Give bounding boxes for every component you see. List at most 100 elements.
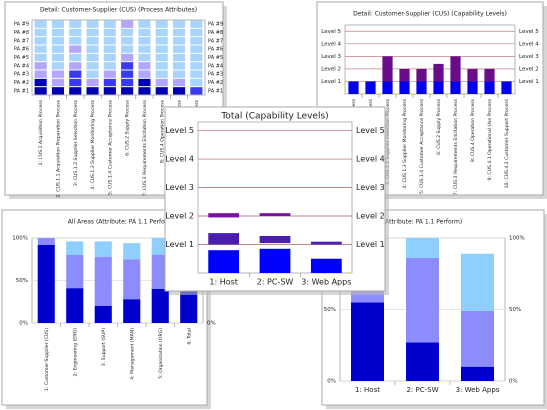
row-label: PA #9 [208, 22, 223, 28]
y-tick-label: Level 5 [519, 29, 539, 35]
chart-title: Total (Capability Levels) [220, 112, 328, 122]
cell [138, 70, 151, 78]
cell [155, 70, 168, 78]
row-label: PA #8 [14, 30, 29, 36]
cell [155, 20, 168, 28]
bar-segment [208, 233, 240, 245]
bar-segment [123, 299, 141, 323]
x-tick-label: 8: CUS.4 Operation Process [159, 99, 165, 163]
y-tick-label: 50% [16, 278, 28, 284]
bar-segment [406, 238, 439, 259]
cell [172, 37, 186, 45]
x-tick-label: 5: Organization (ORG) [158, 328, 164, 379]
bar-segment [123, 259, 141, 300]
bar-segment [310, 241, 342, 245]
cell [190, 37, 203, 45]
x-tick-label: 6: CUS.2 Supply Process [436, 98, 442, 154]
bar-segment [66, 255, 84, 289]
y-tick-label: Level 5 [165, 126, 194, 135]
cell [69, 78, 82, 87]
cell [69, 45, 82, 53]
x-tick-label: 1: CUS.1 Acquisition Process [38, 99, 44, 165]
cell [69, 53, 82, 62]
cell [86, 53, 99, 62]
x-tick-label: 3: Web Apps [301, 278, 351, 287]
cell [34, 37, 47, 45]
cell [172, 53, 186, 62]
bar-segment [416, 68, 427, 82]
bar-segment [406, 342, 439, 381]
bar-segment [433, 63, 444, 82]
cell [51, 78, 65, 87]
cell [121, 28, 134, 37]
bar-segment [180, 289, 198, 323]
cell [51, 28, 65, 37]
x-tick-label: 4: CUS.1.3 Supplier Monitoring Process [90, 99, 96, 189]
cell [69, 87, 82, 95]
y-tick-label: Level 3 [165, 183, 194, 192]
x-tick-label: 2: PC-SW [257, 278, 294, 287]
y-tick-label: Level 1 [356, 240, 385, 249]
chart-title: (Attribute: PA 1.1 Perform) [383, 219, 462, 226]
cell [138, 20, 151, 28]
cell [121, 70, 134, 78]
cell [190, 53, 203, 62]
cell [121, 37, 134, 45]
cell [172, 62, 186, 70]
cell [190, 70, 203, 78]
cell [121, 78, 134, 87]
bar-segment [259, 248, 291, 273]
y-tick-label: Level 1 [165, 240, 194, 249]
bar-segment [37, 238, 55, 245]
y-tick-label: Level 5 [321, 29, 341, 35]
x-tick-label: 5: CUS.1.4 Customer Acceptance Process [107, 99, 113, 195]
row-label: PA #5 [208, 55, 223, 61]
x-tick-label: 2: PC-SW [406, 386, 438, 394]
row-label: PA #6 [14, 47, 29, 53]
row-label: PA #4 [14, 63, 29, 69]
cell [69, 28, 82, 37]
bar-segment [501, 81, 512, 94]
bar-segment [433, 81, 444, 94]
bar-segment [66, 288, 84, 323]
cell [155, 37, 168, 45]
bar-segment [94, 241, 112, 257]
x-tick-label: 7: CUS.3 Requirements Elicitation Proces… [453, 98, 459, 195]
y-tick-label: Level 2 [165, 212, 194, 221]
cell [172, 78, 186, 87]
row-label: PA #1 [14, 88, 29, 94]
y-tick-label: Level 2 [356, 212, 385, 221]
bar-segment [467, 68, 478, 82]
x-tick-label: 4: CUS.1.3 Supplier Monitoring Process [402, 98, 408, 188]
y-tick-label: 50% [509, 307, 521, 313]
bar-segment [310, 258, 342, 273]
cell [138, 28, 151, 37]
bar-segment [382, 56, 393, 82]
cell [34, 70, 47, 78]
cell [190, 28, 203, 37]
chart-panel: Total (Capability Levels) Level 1 Level 1 L… [164, 106, 389, 295]
cell [86, 37, 99, 45]
x-tick-label: 6: Total [186, 328, 192, 345]
cell [34, 45, 47, 53]
cell [155, 53, 168, 62]
y-tick-label: Level 4 [356, 155, 385, 164]
row-label: PA #9 [14, 22, 29, 28]
x-tick-label: 1: Customer-Supplier (CUS) [44, 328, 50, 391]
cell [103, 62, 116, 70]
cell [155, 28, 168, 37]
bar-segment [123, 243, 141, 260]
x-tick-label: 3: Web Apps [456, 386, 500, 394]
x-tick-label: 1: Host [355, 386, 380, 394]
cell [34, 53, 47, 62]
row-label: PA #5 [14, 55, 29, 61]
bar-segment [484, 81, 495, 94]
cell [103, 78, 116, 87]
bar-segment [461, 253, 494, 311]
bar-segment [259, 235, 291, 244]
y-tick-label: Level 4 [165, 155, 194, 164]
x-tick-label: 3: CUS.1.2 Supplier Selection Process [73, 99, 79, 186]
bar-segment [399, 68, 410, 82]
y-tick-label: Level 3 [321, 54, 341, 60]
